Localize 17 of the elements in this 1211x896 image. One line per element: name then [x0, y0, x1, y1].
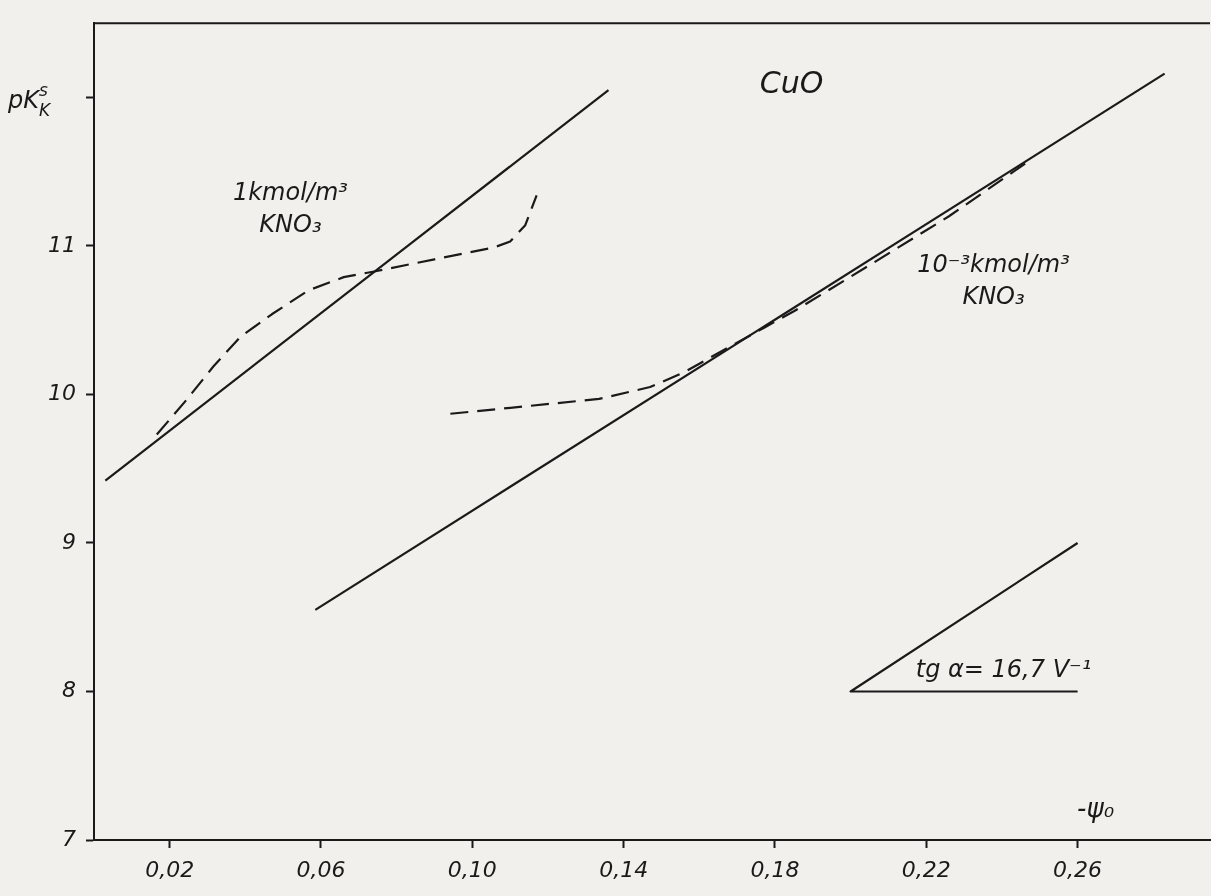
y-tick-label: 11 — [48, 231, 76, 257]
y-tick-label: 8 — [62, 677, 76, 703]
x-tick-label: 0,22 — [901, 856, 951, 882]
annotation: 1kmol/m³ KNO₃ — [232, 177, 348, 238]
x-tick-label: 0,14 — [599, 856, 649, 882]
text: CuO — [759, 65, 824, 100]
x-tick-label: 0,26 — [1053, 856, 1103, 882]
x-tick-label: 0,10 — [447, 856, 497, 882]
annotation: 10⁻³kmol/m³ KNO₃ — [917, 249, 1070, 310]
y-tick-label: 9 — [62, 528, 76, 554]
x-tick-label: 0,06 — [296, 856, 346, 882]
x-tick-label: 0,18 — [750, 856, 800, 882]
annotation: tg α= 16,7 V⁻¹ — [915, 655, 1092, 684]
x-tick-label: 0,02 — [145, 856, 195, 882]
y-tick-label: 10 — [48, 380, 76, 406]
y-tick-label: 7 — [62, 825, 76, 851]
x-axis-title: -ψ₀ — [1077, 792, 1115, 823]
